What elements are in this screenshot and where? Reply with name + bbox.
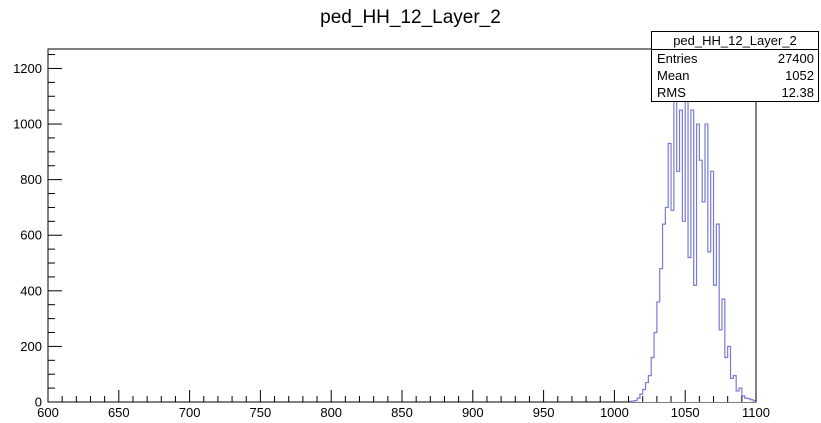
x-tick-label: 600 <box>37 405 59 420</box>
histogram-bin <box>744 398 748 402</box>
y-tick-label: 1200 <box>13 61 42 76</box>
x-tick-label: 1000 <box>600 405 629 420</box>
stats-box: ped_HH_12_Layer_2 Entries 27400 Mean 105… <box>651 31 819 102</box>
x-tick-label: 950 <box>533 405 555 420</box>
x-tick-label: 850 <box>391 405 413 420</box>
histogram-bin <box>719 329 723 402</box>
histogram-bin <box>707 251 711 402</box>
histogram-bin <box>699 160 703 402</box>
plot-frame <box>47 48 757 403</box>
stats-value-rms: 12.38 <box>781 85 814 100</box>
histogram-bin <box>654 332 657 402</box>
stats-label-entries: Entries <box>657 51 698 66</box>
histogram-bin <box>673 96 677 403</box>
histogram-bin <box>739 388 742 402</box>
histogram-bin <box>710 171 714 402</box>
histogram-bin <box>730 378 734 402</box>
histogram-bin <box>634 400 638 402</box>
histogram-bin <box>642 389 646 402</box>
stats-label-mean: Mean <box>657 68 690 83</box>
histogram-bin <box>741 395 745 402</box>
histogram-outline <box>627 48 757 403</box>
x-tick-label: 750 <box>250 405 272 420</box>
stats-value-entries: 27400 <box>777 51 814 66</box>
histogram-bin <box>682 221 686 402</box>
histogram-bin <box>733 375 737 402</box>
histogram-bin <box>713 285 717 402</box>
histogram-bin <box>665 207 669 402</box>
y-tick-label: 400 <box>20 283 42 298</box>
y-tick-label: 200 <box>20 339 42 354</box>
y-tick-label: 800 <box>20 172 42 187</box>
stats-row-rms: RMS 12.38 <box>652 84 818 101</box>
histogram-bin <box>668 143 672 402</box>
histogram-bin <box>685 49 689 402</box>
histogram-bin <box>662 224 666 402</box>
histogram-bin <box>651 357 655 402</box>
x-tick-label: 1100 <box>742 405 770 420</box>
histogram-bin <box>671 210 674 402</box>
chart-title: ped_HH_12_Layer_2 <box>320 7 501 28</box>
histogram-bin <box>645 382 649 402</box>
histogram-bin <box>727 346 731 402</box>
x-tick-label: 1050 <box>671 405 700 420</box>
stats-value-mean: 1052 <box>785 68 814 83</box>
x-tick-label: 650 <box>108 405 130 420</box>
stats-label-rms: RMS <box>657 85 686 100</box>
histogram-bin <box>648 375 652 402</box>
histogram-bin <box>702 201 706 402</box>
y-tick-label: 1000 <box>13 117 42 132</box>
histogram-bin <box>676 171 680 402</box>
x-tick-label: 700 <box>179 405 201 420</box>
histogram-bin <box>637 398 640 402</box>
histogram-bin <box>639 394 643 402</box>
stats-row-entries: Entries 27400 <box>652 50 818 67</box>
histogram-bin <box>693 285 697 402</box>
histogram-bin <box>747 398 751 402</box>
histogram-bin <box>656 301 660 402</box>
stats-row-mean: Mean 1052 <box>652 67 818 84</box>
stats-title: ped_HH_12_Layer_2 <box>652 32 818 50</box>
y-tick-label: 0 <box>35 395 42 410</box>
x-tick-label: 900 <box>462 405 484 420</box>
histogram-bin <box>705 124 708 402</box>
histogram-bin <box>679 110 683 403</box>
y-tick-label: 600 <box>20 228 42 243</box>
histogram-bin <box>690 110 694 403</box>
histogram-bin <box>716 224 720 402</box>
histogram-bin <box>696 124 700 402</box>
histogram-bin <box>724 357 728 402</box>
histogram-bin <box>750 399 754 402</box>
histogram-bin <box>688 257 691 402</box>
x-tick-label: 800 <box>320 405 342 420</box>
histogram-bin <box>736 390 740 402</box>
histogram-bin <box>659 268 663 402</box>
histogram-bin <box>722 299 725 402</box>
